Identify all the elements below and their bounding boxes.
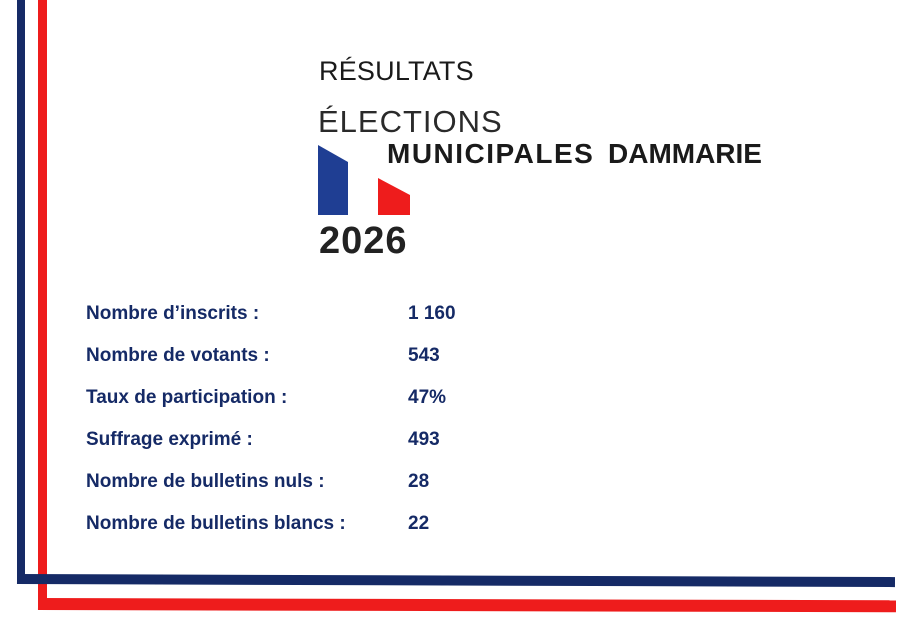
stat-value: 543	[408, 345, 440, 366]
stat-value: 22	[408, 513, 430, 534]
stat-label: Nombre de bulletins nuls :	[86, 471, 325, 492]
results-title: RÉSULTATS	[319, 56, 474, 86]
stat-value: 28	[408, 471, 430, 492]
stat-value: 47%	[408, 387, 447, 408]
stat-label: Nombre de votants :	[86, 345, 270, 366]
stat-label: Nombre de bulletins blancs :	[86, 513, 346, 534]
stat-value: 493	[408, 429, 440, 450]
red-vertical-line	[38, 0, 47, 604]
french-flag-icon	[318, 145, 410, 215]
municipales-heading: MUNICIPALES	[387, 138, 595, 169]
election-year: 2026	[319, 220, 408, 262]
city-name: DAMMARIE	[608, 138, 762, 169]
navy-vertical-line	[17, 0, 25, 580]
stat-label: Suffrage exprimé :	[86, 429, 253, 450]
stat-label: Nombre d’inscrits :	[86, 303, 260, 324]
stat-label: Taux de participation :	[86, 387, 288, 408]
stat-value: 1 160	[408, 303, 456, 324]
elections-heading: ÉLECTIONS	[318, 104, 503, 139]
red-horizontal-line	[37, 598, 897, 613]
navy-horizontal-line	[16, 574, 896, 588]
